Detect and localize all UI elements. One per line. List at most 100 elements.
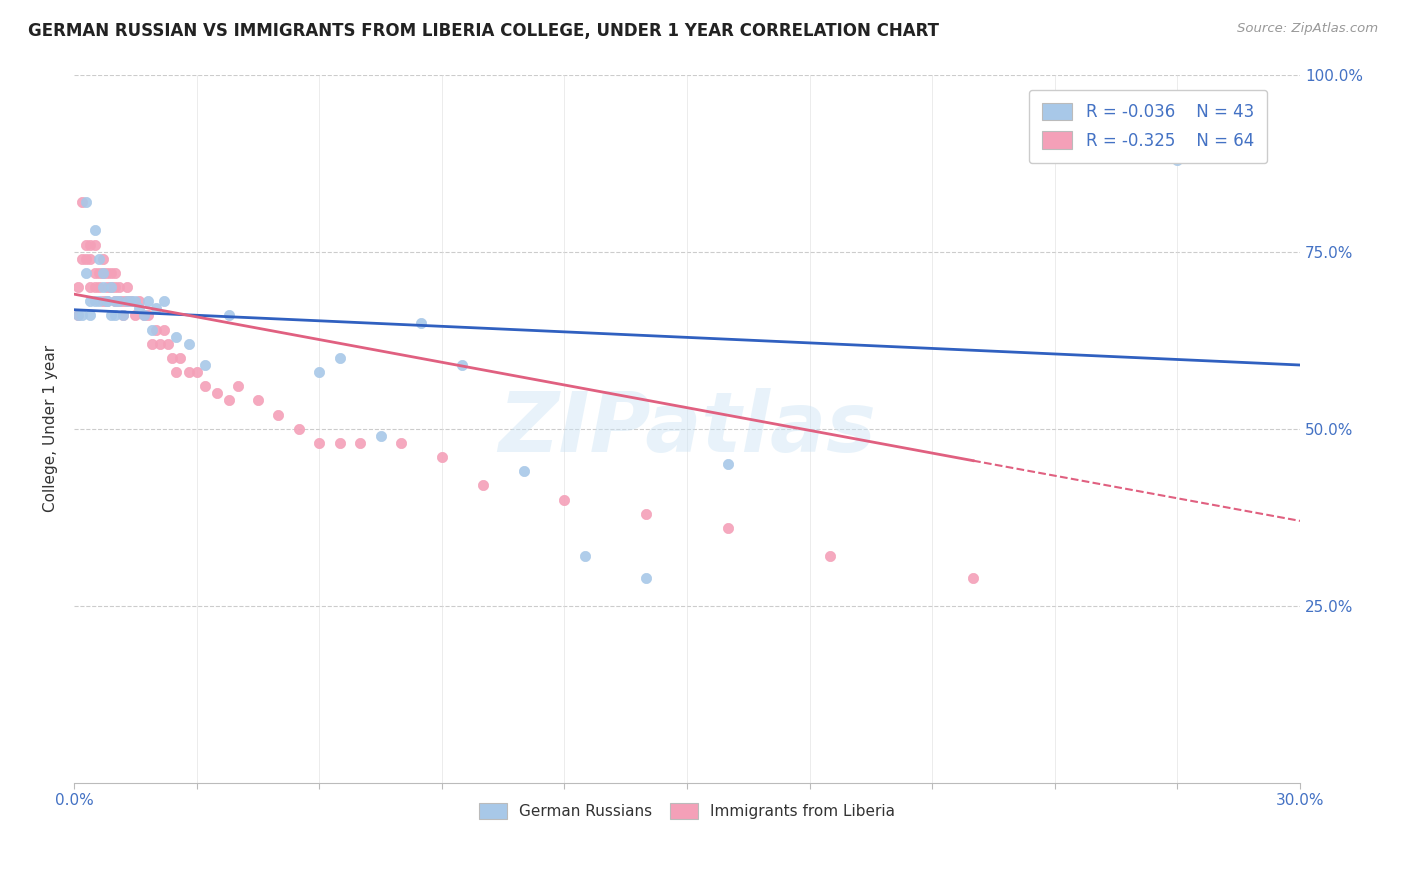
Legend: German Russians, Immigrants from Liberia: German Russians, Immigrants from Liberia (472, 797, 901, 825)
Point (153, 294, 176, 309)
Point (136, 294, 159, 309)
Point (79, 294, 101, 309)
Point (91, 280, 114, 294)
Point (83, 280, 105, 294)
Text: GERMAN RUSSIAN VS IMMIGRANTS FROM LIBERIA COLLEGE, UNDER 1 YEAR CORRELATION CHAR: GERMAN RUSSIAN VS IMMIGRANTS FROM LIBERI… (28, 22, 939, 40)
Point (124, 294, 146, 309)
Point (96, 294, 118, 309)
Point (67, 309, 90, 323)
Text: Source: ZipAtlas.com: Source: ZipAtlas.com (1237, 22, 1378, 36)
Point (226, 379, 249, 393)
Point (636, 507, 658, 521)
Point (79, 252, 101, 266)
Point (389, 436, 412, 450)
Point (136, 309, 159, 323)
Point (91, 266, 114, 280)
Point (100, 266, 122, 280)
Text: ZIPatlas: ZIPatlas (498, 388, 876, 469)
Point (67, 309, 90, 323)
Point (115, 294, 138, 309)
Point (112, 294, 135, 309)
Point (132, 309, 155, 323)
Point (308, 436, 330, 450)
Point (149, 336, 172, 351)
Point (141, 336, 163, 351)
Point (104, 309, 127, 323)
Point (165, 329, 187, 343)
Point (87, 266, 110, 280)
Point (194, 379, 217, 393)
Point (574, 549, 596, 564)
Point (124, 309, 146, 323)
Point (75, 195, 97, 210)
Point (194, 358, 217, 372)
Point (91, 266, 114, 280)
Point (67, 280, 90, 294)
Point (128, 294, 150, 309)
Point (1166, 153, 1188, 167)
Point (72, 195, 94, 210)
Point (636, 570, 658, 584)
Point (288, 422, 311, 436)
Point (717, 457, 740, 471)
Point (79, 280, 101, 294)
Point (83, 266, 105, 280)
Point (87, 280, 110, 294)
Point (120, 294, 142, 309)
Point (145, 301, 167, 316)
Y-axis label: College, Under 1 year: College, Under 1 year (44, 345, 58, 512)
Point (186, 365, 208, 379)
Point (79, 309, 101, 323)
Point (218, 309, 240, 323)
Point (329, 436, 352, 450)
Point (177, 336, 200, 351)
Point (100, 309, 122, 323)
Point (112, 309, 135, 323)
Point (96, 294, 118, 309)
Point (91, 252, 114, 266)
Point (411, 316, 433, 330)
Point (96, 294, 118, 309)
Point (96, 266, 118, 280)
Point (471, 478, 494, 492)
Point (430, 450, 453, 464)
Point (349, 436, 371, 450)
Point (177, 365, 200, 379)
Point (96, 280, 118, 294)
Point (83, 237, 105, 252)
Point (962, 570, 984, 584)
Point (160, 351, 183, 365)
Point (75, 252, 97, 266)
Point (165, 365, 187, 379)
Point (329, 351, 352, 365)
Point (79, 237, 101, 252)
Point (246, 393, 269, 408)
Point (108, 294, 131, 309)
Point (108, 294, 131, 309)
Point (169, 351, 191, 365)
Point (267, 408, 290, 422)
Point (128, 301, 150, 316)
Point (91, 294, 114, 309)
Point (553, 492, 575, 507)
Point (218, 393, 240, 408)
Point (108, 280, 131, 294)
Point (72, 309, 94, 323)
Point (72, 252, 94, 266)
Point (717, 521, 740, 535)
Point (115, 294, 138, 309)
Point (512, 464, 534, 478)
Point (112, 309, 135, 323)
Point (87, 252, 110, 266)
Point (104, 294, 127, 309)
Point (115, 280, 138, 294)
Point (104, 280, 127, 294)
Point (818, 549, 841, 564)
Point (132, 309, 155, 323)
Point (141, 322, 163, 336)
Point (451, 358, 474, 372)
Point (157, 336, 180, 351)
Point (75, 237, 97, 252)
Point (83, 294, 105, 309)
Point (83, 223, 105, 237)
